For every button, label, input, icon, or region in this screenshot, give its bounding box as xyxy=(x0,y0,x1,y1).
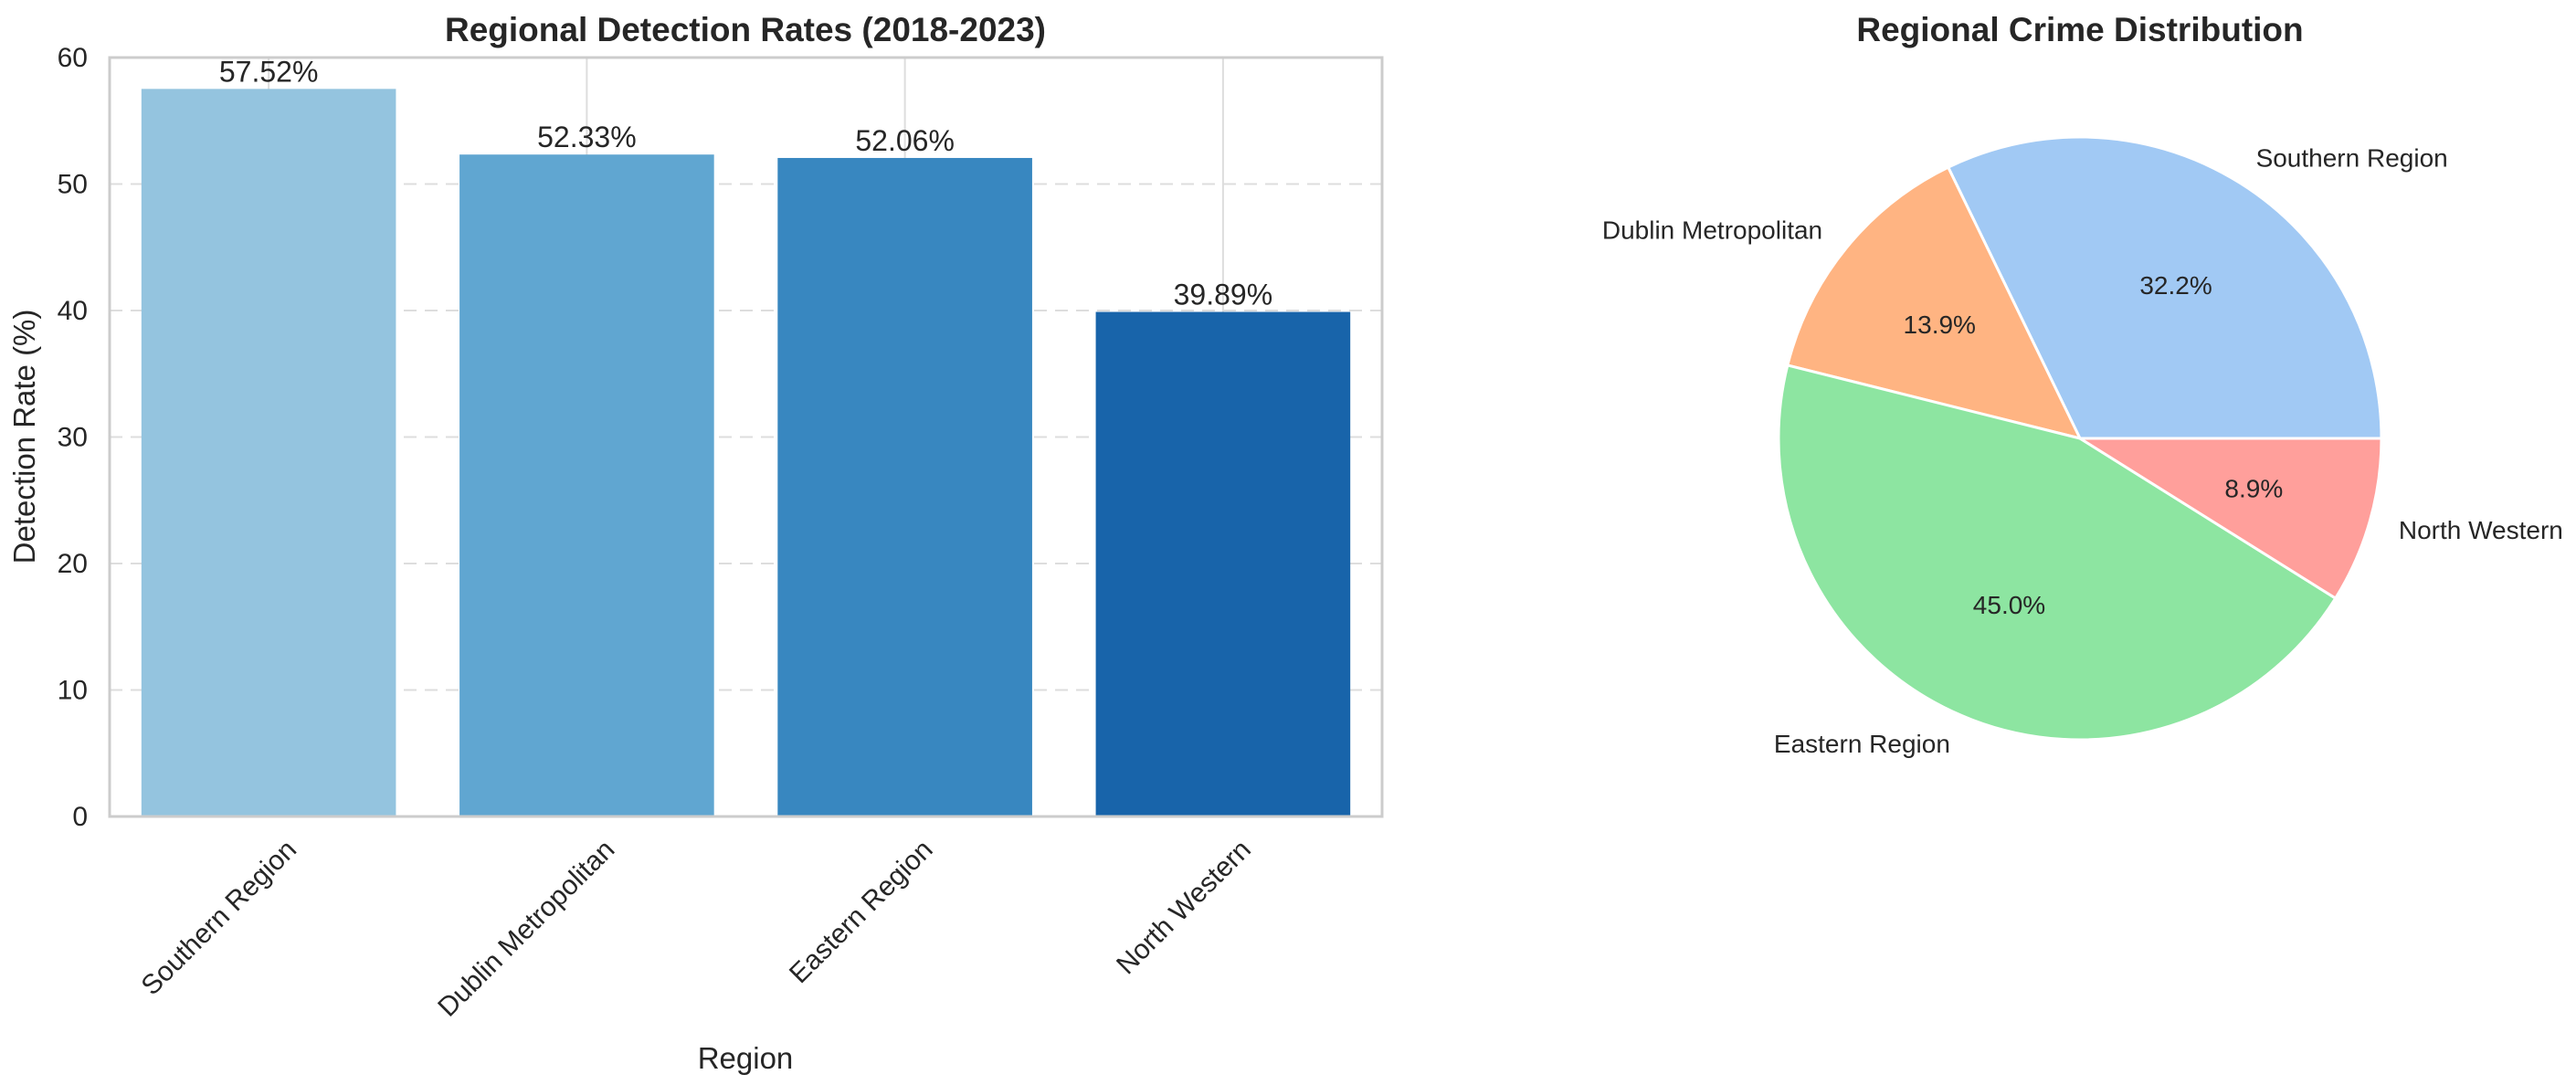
y-tick-label: 60 xyxy=(58,43,88,73)
bar-series xyxy=(141,89,1351,817)
bar-value-label: 57.52% xyxy=(219,55,319,88)
bar-value-label: 39.89% xyxy=(1174,279,1273,311)
pie-slice-label: North Western xyxy=(2399,516,2563,544)
pie-slice-dublin-metropolitan xyxy=(1786,165,2083,441)
bar-eastern-region xyxy=(777,157,1032,816)
y-tick-label: 30 xyxy=(58,423,88,453)
pie-chart-title: Regional Crime Distribution xyxy=(1856,11,2303,48)
x-tick-labels: Southern Region Dublin Metropolitan Easter… xyxy=(136,835,1257,1023)
bar-north-western xyxy=(1095,311,1351,816)
y-tick-labels: 0 10 20 30 40 50 60 xyxy=(58,43,88,832)
bar-chart-title: Regional Detection Rates (2018-2023) xyxy=(445,11,1046,48)
pie-percent-label: 13.9% xyxy=(1904,311,1976,339)
bar-southern-region xyxy=(141,89,396,816)
x-tick-label: Dublin Metropolitan xyxy=(432,835,620,1023)
y-tick-label: 20 xyxy=(58,549,88,579)
y-axis-label: Detection Rate (%) xyxy=(7,310,41,564)
bar-chart: Regional Detection Rates (2018-2023) 0 10… xyxy=(7,11,1384,1075)
pie-slices xyxy=(1777,135,2383,742)
bar-plot-frame xyxy=(108,56,1384,818)
y-tick-label: 0 xyxy=(72,802,88,832)
bar-value-labels: 57.52% 52.33% 52.06% 39.89% xyxy=(219,55,1272,311)
x-tick-label: North Western xyxy=(1111,835,1257,981)
y-tick-label: 10 xyxy=(58,676,88,706)
pie-percent-label: 8.9% xyxy=(2224,475,2283,503)
pie-slice-eastern-region xyxy=(1777,363,2338,742)
x-tick-label: Eastern Region xyxy=(784,835,939,990)
pie-percent-labels: 32.2% 13.9% 45.0% 8.9% xyxy=(1904,271,2284,619)
pie-chart: Regional Crime Distribution Southern Reg… xyxy=(1602,11,2563,758)
x-tick-label: Southern Region xyxy=(136,835,303,1002)
bar-value-label: 52.06% xyxy=(855,124,955,157)
pie-percent-label: 32.2% xyxy=(2139,271,2212,300)
pie-slice-label: Southern Region xyxy=(2256,143,2448,172)
x-axis-label: Region xyxy=(698,1041,794,1075)
pie-percent-label: 45.0% xyxy=(1973,591,2045,619)
bar-dublin-metropolitan xyxy=(459,154,714,817)
pie-slice-north-western xyxy=(2075,437,2383,601)
y-tick-label: 50 xyxy=(58,170,88,200)
bar-value-label: 52.33% xyxy=(537,121,637,153)
pie-slice-southern-region xyxy=(1946,135,2383,440)
pie-slice-label: Dublin Metropolitan xyxy=(1602,216,1822,244)
pie-slice-label: Eastern Region xyxy=(1774,730,1950,758)
y-tick-label: 40 xyxy=(58,296,88,326)
pie-slice-labels: Southern Region Dublin Metropolitan Easter… xyxy=(1602,143,2563,758)
